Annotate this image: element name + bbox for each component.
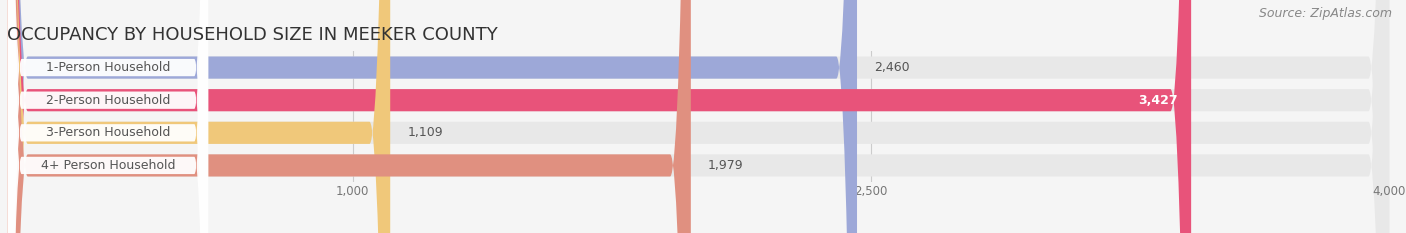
FancyBboxPatch shape	[7, 0, 208, 233]
FancyBboxPatch shape	[7, 0, 1389, 233]
Text: Source: ZipAtlas.com: Source: ZipAtlas.com	[1258, 7, 1392, 20]
FancyBboxPatch shape	[7, 0, 1389, 233]
FancyBboxPatch shape	[7, 0, 208, 233]
Text: 4+ Person Household: 4+ Person Household	[41, 159, 176, 172]
FancyBboxPatch shape	[7, 0, 391, 233]
Text: 1,979: 1,979	[709, 159, 744, 172]
Text: 1,109: 1,109	[408, 126, 443, 139]
FancyBboxPatch shape	[7, 0, 858, 233]
FancyBboxPatch shape	[7, 0, 1389, 233]
Text: 2-Person Household: 2-Person Household	[46, 94, 170, 107]
Text: 1-Person Household: 1-Person Household	[46, 61, 170, 74]
FancyBboxPatch shape	[7, 0, 690, 233]
Text: OCCUPANCY BY HOUSEHOLD SIZE IN MEEKER COUNTY: OCCUPANCY BY HOUSEHOLD SIZE IN MEEKER CO…	[7, 26, 498, 44]
Text: 3-Person Household: 3-Person Household	[46, 126, 170, 139]
FancyBboxPatch shape	[7, 0, 208, 233]
FancyBboxPatch shape	[7, 0, 1389, 233]
FancyBboxPatch shape	[7, 0, 1191, 233]
Text: 3,427: 3,427	[1137, 94, 1177, 107]
Text: 2,460: 2,460	[875, 61, 910, 74]
FancyBboxPatch shape	[7, 0, 208, 233]
